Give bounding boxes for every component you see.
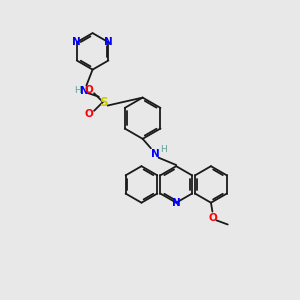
Text: O: O xyxy=(208,213,217,223)
Text: O: O xyxy=(84,110,93,119)
Text: N: N xyxy=(72,37,81,47)
Text: O: O xyxy=(84,85,93,94)
Text: N: N xyxy=(80,86,89,96)
Text: H: H xyxy=(74,86,81,95)
Text: N: N xyxy=(151,148,159,158)
Text: S: S xyxy=(99,95,107,109)
Text: N: N xyxy=(104,37,113,47)
Text: H: H xyxy=(160,145,166,154)
Text: N: N xyxy=(172,198,181,208)
